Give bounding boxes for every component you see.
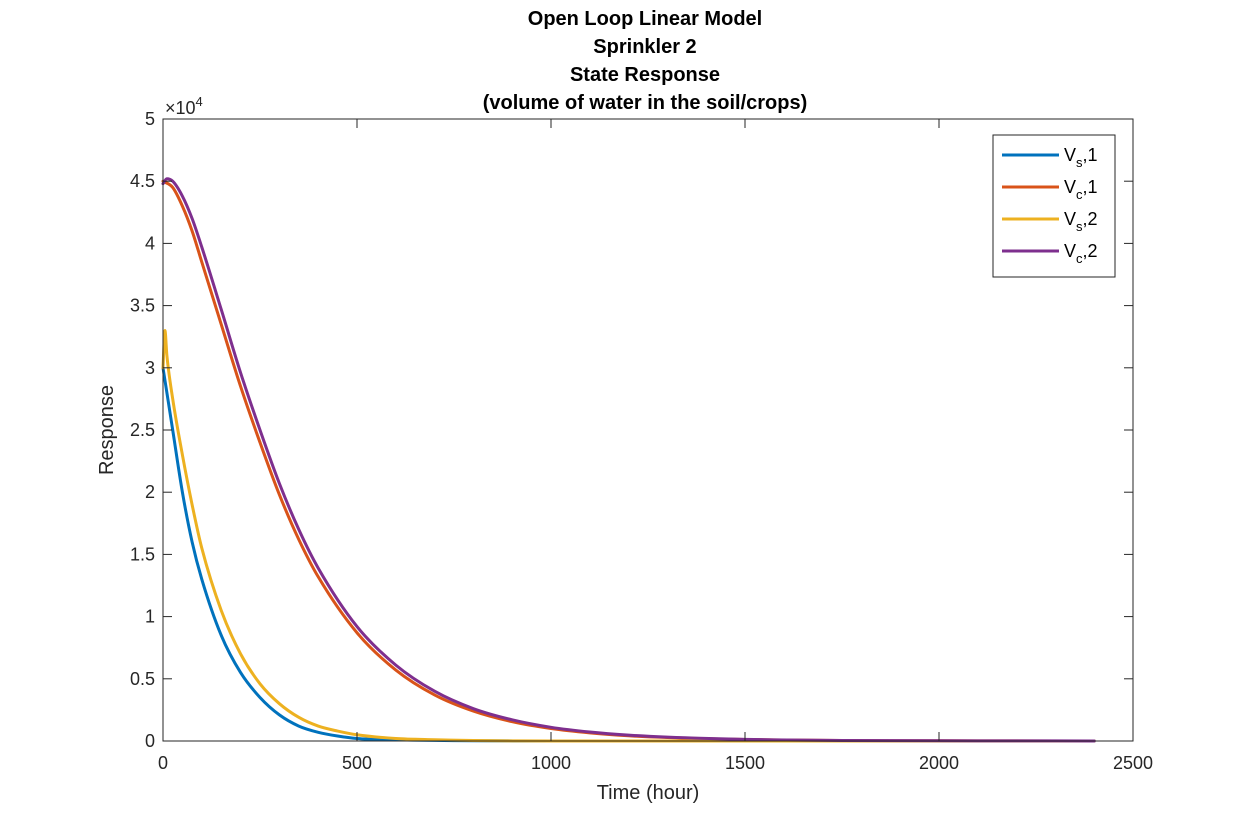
y-multiplier-base: ×10	[165, 98, 196, 118]
legend-label: Vc,1	[1064, 177, 1098, 202]
legend-entry: Vs,2	[1002, 209, 1098, 234]
chart-title: Open Loop Linear Model Sprinkler 2 State R…	[483, 8, 808, 114]
y-tick-label: 3.5	[130, 296, 155, 316]
y-tick-label: 0.5	[130, 669, 155, 689]
legend: Vs,1 Vc,1 Vs,2 Vc,2	[992, 134, 1116, 278]
y-tick-label: 1.5	[130, 544, 155, 564]
series-line-4	[161, 177, 1096, 743]
title-line: State Response	[570, 64, 720, 86]
y-multiplier-exponent: 4	[196, 94, 203, 109]
y-tick-label: 2	[145, 482, 155, 502]
title-line: (volume of water in the soil/crops)	[483, 92, 808, 114]
y-axis-ticks: 0 0.5 1 1.5 2 2.5 3 3.5 4 4.5 5	[130, 109, 1133, 751]
legend-entry: Vc,1	[1002, 177, 1098, 202]
legend-label: Vs,1	[1064, 145, 1098, 170]
x-tick-label: 2000	[919, 753, 959, 773]
x-tick-label: 2500	[1113, 753, 1153, 773]
y-tick-label: 0	[145, 731, 155, 751]
x-tick-label: 1500	[725, 753, 765, 773]
legend-label: Vc,2	[1064, 241, 1098, 266]
y-tick-label: 2.5	[130, 420, 155, 440]
legend-entry: Vs,1	[1002, 145, 1098, 170]
legend-entry: Vc,2	[1002, 241, 1098, 266]
title-line: Sprinkler 2	[593, 36, 696, 58]
y-tick-label: 5	[145, 109, 155, 129]
title-line: Open Loop Linear Model	[528, 8, 762, 30]
x-tick-label: 0	[158, 753, 168, 773]
y-tick-label: 3	[145, 358, 155, 378]
plot-area: 0 500 1000 1500 2000 2500 0 0.5 1 1.5 2 2.5 3 3.5 4 4.…	[130, 109, 1153, 773]
x-axis-ticks: 0 500 1000 1500 2000 2500	[158, 119, 1153, 773]
x-tick-label: 500	[342, 753, 372, 773]
y-axis-multiplier: ×104	[165, 94, 203, 118]
legend-label: Vs,2	[1064, 209, 1098, 234]
x-axis-label: Time (hour)	[597, 782, 700, 804]
y-tick-label: 1	[145, 607, 155, 627]
y-axis-label: Response	[96, 385, 118, 475]
y-tick-label: 4	[145, 233, 155, 253]
x-tick-label: 1000	[531, 753, 571, 773]
y-tick-label: 4.5	[130, 171, 155, 191]
